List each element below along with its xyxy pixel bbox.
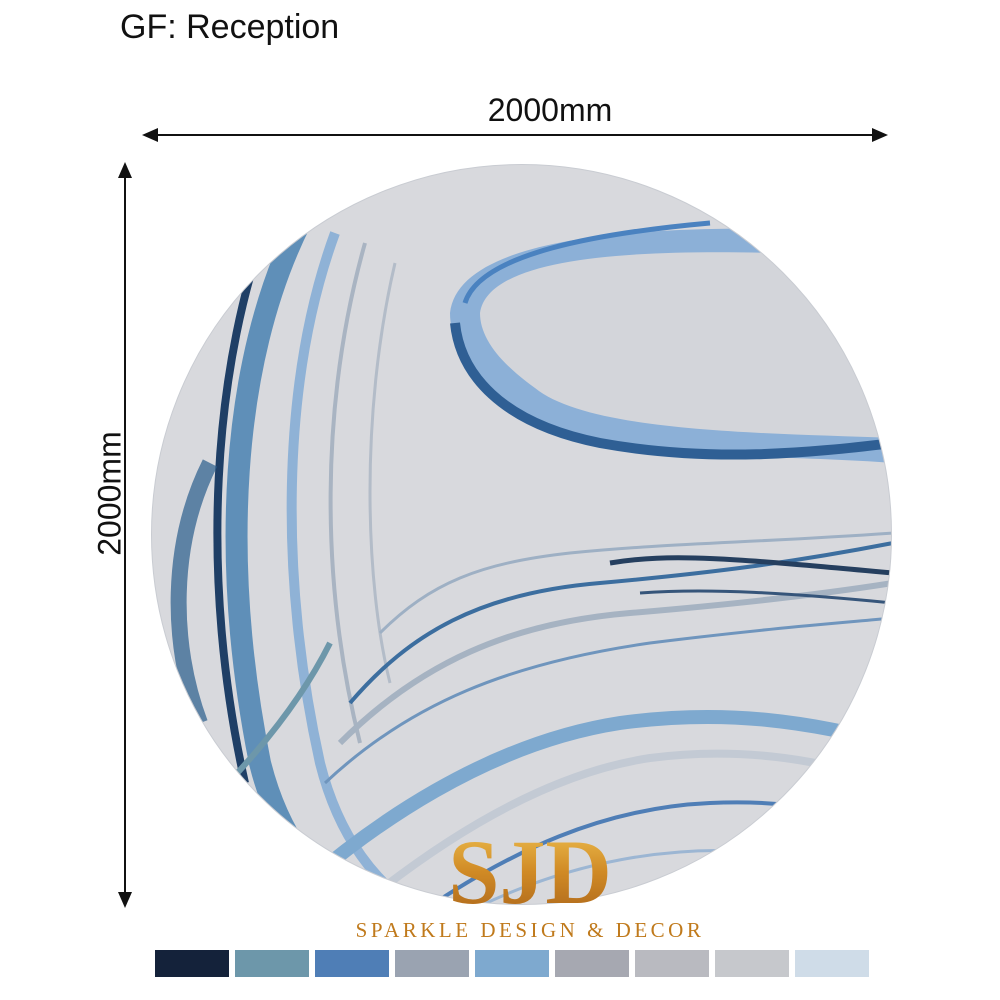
width-dimension-label: 2000mm bbox=[487, 92, 613, 128]
color-swatch bbox=[315, 950, 389, 977]
logo-text: SJD bbox=[450, 821, 610, 918]
color-swatch bbox=[395, 950, 469, 977]
color-swatch bbox=[475, 950, 549, 977]
height-dimension-label: 2000mm bbox=[91, 431, 128, 556]
color-swatch bbox=[795, 950, 869, 977]
round-rug-image bbox=[150, 163, 893, 906]
color-swatch bbox=[715, 950, 789, 977]
arrow-up-icon bbox=[118, 162, 132, 178]
color-swatch bbox=[235, 950, 309, 977]
color-palette bbox=[155, 950, 869, 977]
sjd-logo: SJD bbox=[450, 821, 610, 918]
arrow-down-icon bbox=[118, 892, 132, 908]
color-swatch bbox=[635, 950, 709, 977]
color-swatch bbox=[555, 950, 629, 977]
brand-name: SPARKLE DESIGN & DECOR bbox=[355, 918, 705, 942]
arrow-left-icon bbox=[142, 128, 158, 142]
color-swatch bbox=[155, 950, 229, 977]
page-title: GF: Reception bbox=[120, 8, 340, 46]
arrow-right-icon bbox=[872, 128, 888, 142]
